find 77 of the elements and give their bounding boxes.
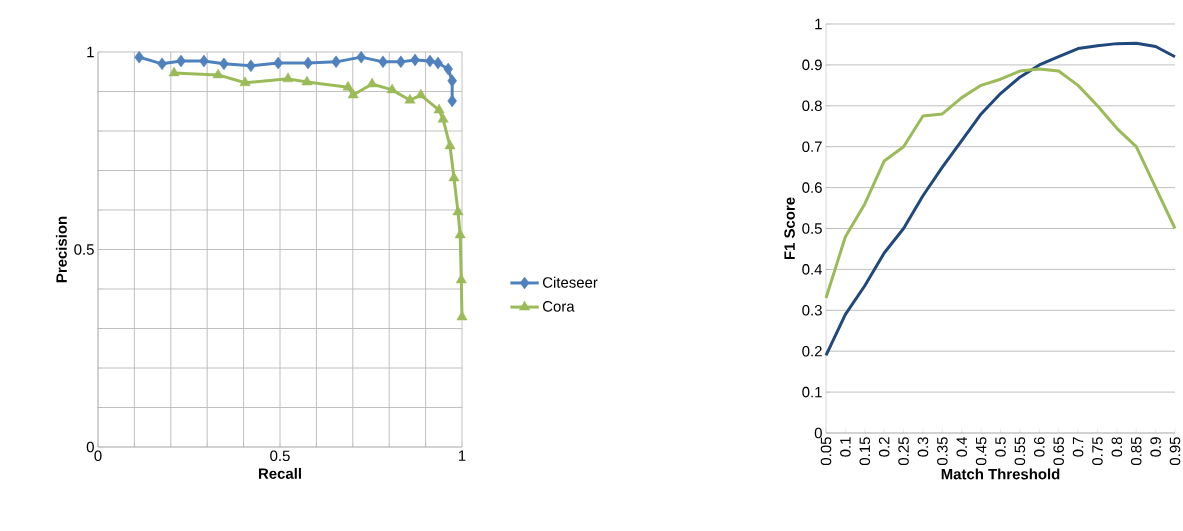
point [386,83,398,94]
y-tick-label: 0.8 [802,100,822,112]
line-series [824,67,1177,300]
point [366,77,378,88]
x-tick-label: 0.1 [840,437,851,457]
y-tick-label: 0.7 [802,141,822,152]
y-axis-title: F1 Score [784,197,795,260]
point [239,76,251,87]
y-axis-title: Precision [55,216,67,283]
x-tick-label: 0 [94,450,102,462]
point [410,53,420,67]
point [452,205,464,216]
point [168,66,180,77]
legend-label: Cora [542,301,575,312]
x-axis-title: Match Threshold [941,468,1060,480]
y-tick-label: 0.6 [802,182,822,193]
x-tick-label: 0.6 [1034,437,1045,457]
y-tick-label: 1 [87,46,94,58]
point [342,80,354,91]
x-axis-title: Recall [258,467,301,479]
x-tick-label: 0.55 [1014,437,1026,466]
point [303,56,313,70]
point [425,54,435,68]
point [415,88,427,99]
point [433,56,443,70]
x-tick-label: 0.8 [1111,437,1123,457]
x-tick-label: 0.65 [1053,437,1064,466]
x-tick-label: 0.7 [1072,437,1084,457]
x-tick-label: 1 [458,450,466,461]
point [157,57,167,71]
legend-label: Citeseer [542,276,598,288]
point [134,50,144,64]
point [199,54,209,68]
y-tick-label: 0.4 [802,264,823,275]
point [301,75,313,86]
point [447,74,457,88]
point [447,94,457,108]
y-tick-label: 0.2 [802,345,822,357]
point [443,62,453,76]
point [176,54,186,68]
x-tick-label: 0.05 [820,437,832,466]
line-series [824,41,1177,357]
point [219,57,229,71]
point [246,59,256,73]
x-tick-label: 0.45 [975,437,987,466]
x-tick-label: 0.25 [898,437,909,466]
y-tick-label: 0.9 [802,59,822,71]
point [404,93,416,104]
point [444,139,456,150]
point [282,72,294,83]
point [331,55,341,69]
point [347,88,359,99]
x-tick-label: 0.3 [917,437,929,457]
point [356,50,366,64]
point [273,56,283,70]
y-tick-label: 0.5 [802,223,822,234]
x-tick-label: 0.5 [270,450,290,462]
x-tick-label: 0.95 [1169,437,1181,466]
point [396,55,406,69]
point [212,68,224,79]
y-tick-label: 0.5 [74,244,94,255]
y-tick-label: 1 [815,18,822,30]
x-tick-label: 0.9 [1150,437,1161,457]
y-tick-label: 0.1 [802,386,822,398]
y-tick-label: 0.3 [802,305,822,316]
x-tick-label: 0.4 [956,436,968,457]
y-tick-label: 0 [814,427,822,439]
point [448,171,460,182]
point [437,112,449,123]
x-tick-label: 0.85 [1130,437,1142,466]
point [378,55,388,69]
x-tick-label: 0.5 [995,437,1006,457]
x-tick-label: 0.2 [878,437,890,457]
x-tick-label: 0.75 [1092,437,1103,466]
x-tick-label: 0.15 [859,437,871,466]
x-tick-label: 0.35 [937,437,948,466]
point [433,103,445,114]
